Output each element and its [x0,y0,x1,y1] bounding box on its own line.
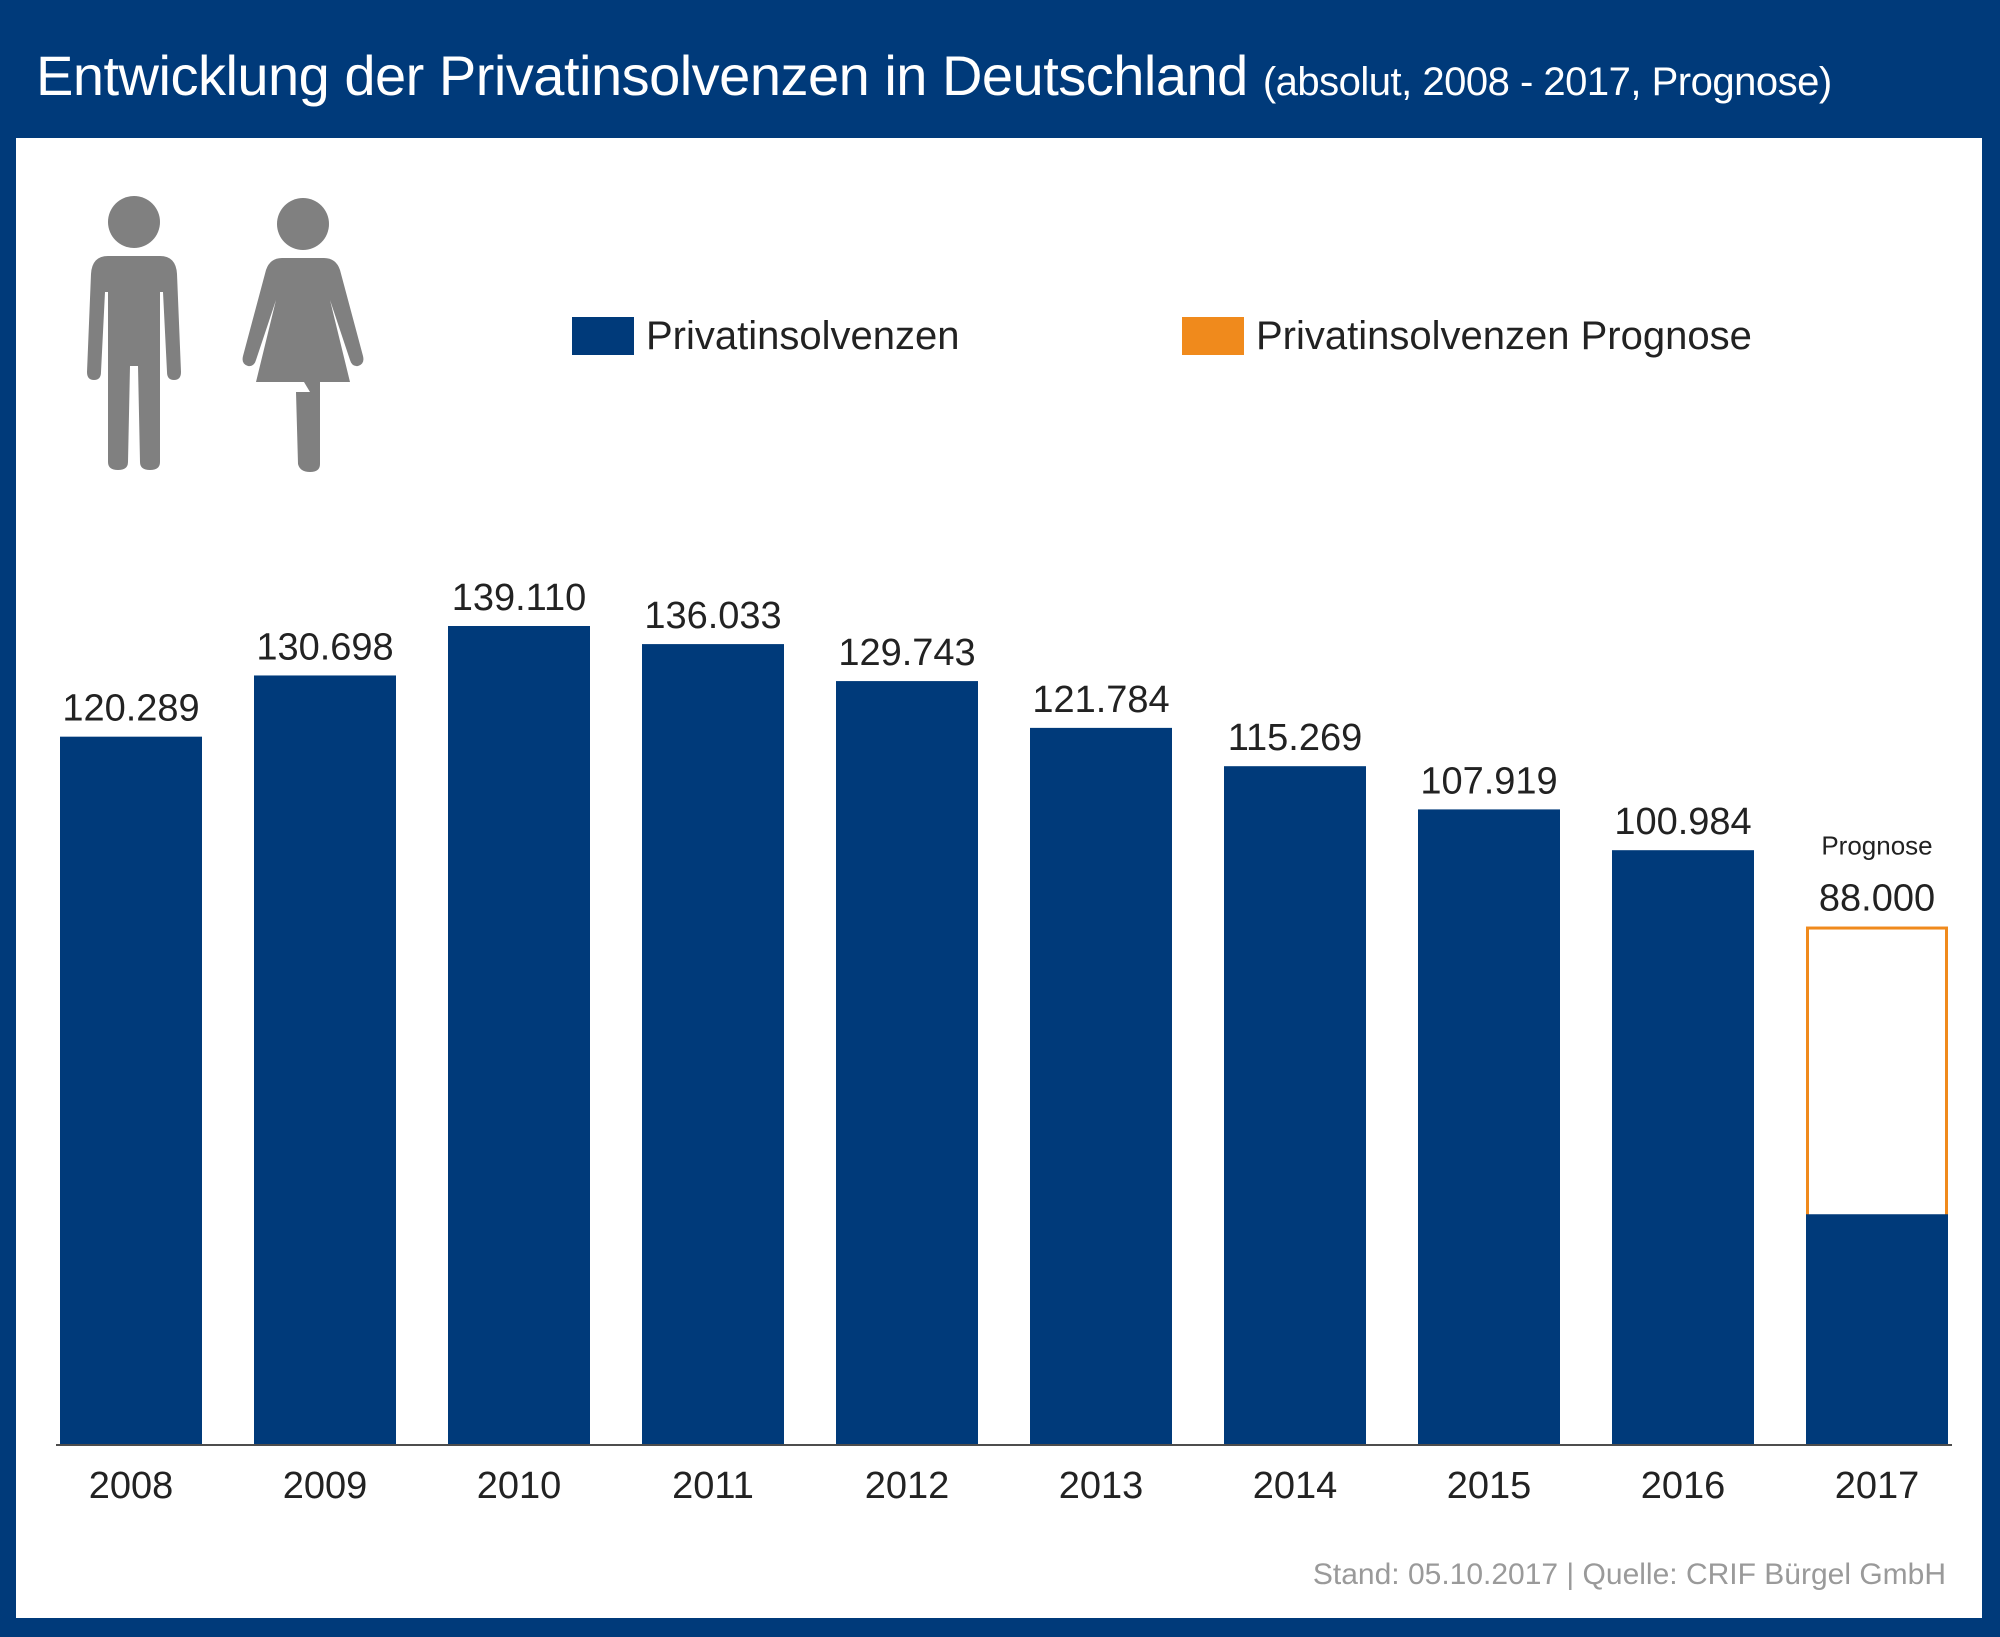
x-tick-label-2014: 2014 [1253,1465,1338,1507]
source-note: Stand: 05.10.2017 | Quelle: CRIF Bürgel … [1312,1558,1946,1591]
forecast-note-label: Prognose [1821,831,1932,861]
legend-swatch-forecast [1182,317,1244,355]
chart-title: Entwicklung der Privatinsolvenzen in Deu… [36,36,1976,116]
value-label-2008: 120.289 [62,688,199,730]
value-label-2014: 115.269 [1228,717,1363,759]
x-tick-label-2009: 2009 [283,1465,368,1507]
value-label-2009: 130.698 [256,626,393,668]
value-label-2013: 121.784 [1032,679,1169,721]
value-label-2011: 136.033 [644,595,781,637]
x-tick-label-2008: 2008 [89,1465,174,1507]
bar-chart: 120.289 2008 130.698 2009 139.110 2010 136.033… [56,577,1952,1507]
value-label-2017: 88.000 [1819,878,1935,920]
x-tick-label-2010: 2010 [477,1465,562,1507]
title-main: Entwicklung der Privatinsolvenzen in Deu… [36,44,1248,107]
title-subtitle: (absolut, 2008 - 2017, Prognose) [1262,60,1832,104]
chart-panel: Privatinsolvenzen Privatinsolvenzen Prog… [16,138,1982,1618]
bar-2009 [254,675,396,1444]
value-label-2012: 129.743 [838,632,975,674]
value-label-2010: 139.110 [452,577,587,619]
x-tick-label-2016: 2016 [1641,1465,1726,1507]
legend-label-forecast: Privatinsolvenzen Prognose [1256,313,1752,358]
bar-2012 [836,681,978,1444]
legend-item-forecast: Privatinsolvenzen Prognose [1182,312,1752,360]
x-tick-label-2011: 2011 [672,1465,754,1507]
bar-2011 [642,644,784,1444]
x-tick-label-2013: 2013 [1059,1465,1144,1507]
bar-2010 [448,626,590,1444]
x-tick-label-2012: 2012 [865,1465,950,1507]
value-label-2016: 100.984 [1614,801,1751,843]
legend-swatch-actual [572,317,634,355]
bar-2008 [60,736,202,1444]
bar-2016 [1612,850,1754,1444]
bar-2013 [1030,727,1172,1444]
man-icon [87,196,181,470]
x-tick-label-2017: 2017 [1835,1465,1920,1507]
x-tick-label-2015: 2015 [1447,1465,1532,1507]
bar-2014 [1224,766,1366,1444]
value-label-2015: 107.919 [1420,760,1557,802]
forecast-bar-fill-2017 [1806,1214,1948,1444]
legend-label-actual: Privatinsolvenzen [646,313,960,358]
bar-2015 [1418,809,1560,1444]
legend-item-actual: Privatinsolvenzen [572,312,960,360]
woman-icon [242,198,364,472]
